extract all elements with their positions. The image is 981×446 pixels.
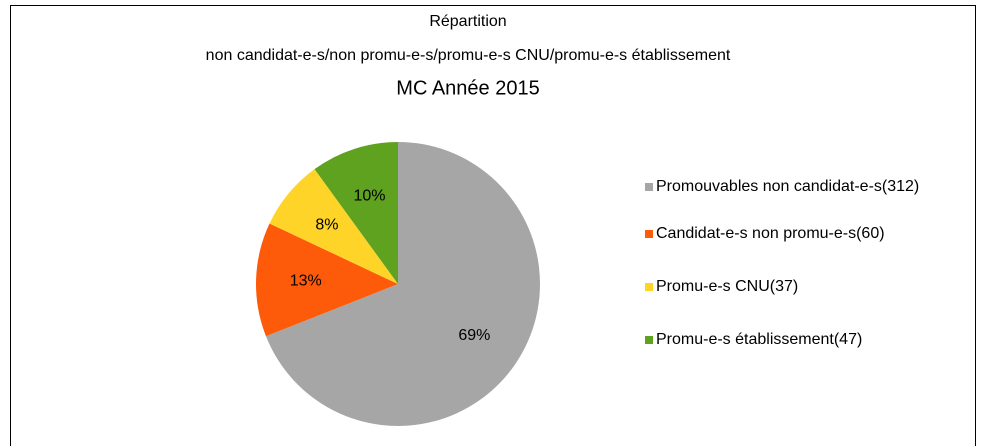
- chart-subtitle: MC Année 2015: [396, 77, 539, 99]
- pie-slice: [314, 142, 398, 284]
- legend-label: Promu-e-s CNU(37): [656, 278, 798, 295]
- chart-title: Répartition: [429, 13, 506, 30]
- pie-slice: [256, 223, 398, 337]
- legend-swatch: [645, 283, 653, 291]
- data-label: 8%: [315, 216, 338, 233]
- legend-swatch: [645, 336, 653, 344]
- legend-label: Candidat-e-s non promu-e-s(60): [656, 225, 885, 242]
- legend-label: Promouvables non candidat-e-s(312): [656, 178, 919, 195]
- legend-swatch: [645, 230, 653, 238]
- pie-slice: [269, 169, 398, 284]
- legend-label: Promu-e-s établissement(47): [656, 331, 862, 348]
- pie-slice: [265, 142, 540, 426]
- data-label: 10%: [353, 187, 385, 204]
- chart-subtitle: non candidat-e-s/non promu-e-s/promu-e-s…: [206, 47, 731, 64]
- data-label: 13%: [290, 272, 322, 289]
- legend-swatch: [645, 183, 653, 191]
- data-label: 69%: [458, 327, 490, 344]
